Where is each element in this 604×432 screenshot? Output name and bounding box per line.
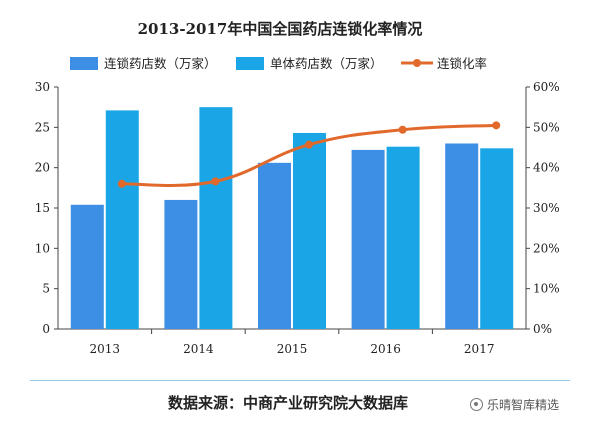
rate-point — [117, 179, 126, 188]
right-tick-label: 50% — [533, 120, 560, 134]
axes: 0 5 10 15 20 25 30 0% 10% 20% 30% 40% 50% 60% 2013 2014… — [35, 80, 560, 356]
left-tick-label: 15 — [35, 201, 50, 215]
bar-independent-stores — [480, 148, 514, 329]
bar-independent-stores — [199, 107, 233, 330]
bar-chain-stores — [258, 162, 291, 329]
right-tick-label: 0% — [533, 322, 552, 336]
x-tick-label: 2015 — [277, 342, 308, 356]
bar-chain-stores — [351, 149, 385, 329]
rate-line — [117, 121, 501, 188]
divider — [30, 380, 570, 381]
rate-point — [305, 140, 313, 149]
legend-label: 单体药店数（万家） — [270, 56, 383, 71]
rate-point — [492, 121, 501, 130]
left-tick-label: 0 — [42, 322, 50, 336]
legend-marker — [413, 59, 421, 67]
left-tick-label: 20 — [35, 161, 50, 175]
bar-chain-stores — [445, 143, 479, 329]
legend-swatch — [70, 57, 98, 70]
rate-point — [398, 125, 407, 134]
bar-independent-stores — [105, 110, 139, 329]
watermark-text: 乐晴智库精选 — [487, 398, 560, 412]
chart-title: 2013-2017年中国全国药店连锁化率情况 — [138, 20, 423, 38]
watermark: 乐晴智库精选 — [470, 396, 559, 413]
legend: 连锁药店数（万家） 单体药店数（万家） 连锁化率 — [70, 56, 487, 71]
bar-chain-stores — [70, 204, 104, 329]
legend-label: 连锁药店数（万家） — [104, 56, 217, 71]
left-tick-label: 10 — [35, 241, 50, 255]
rate-point — [211, 177, 220, 186]
source-note: 数据来源：中商产业研究院大数据库 — [168, 394, 409, 412]
left-tick-label: 5 — [42, 282, 50, 296]
right-tick-label: 10% — [533, 282, 560, 296]
right-tick-label: 60% — [533, 80, 560, 94]
left-tick-label: 25 — [35, 120, 50, 134]
bar-independent-stores — [293, 132, 326, 329]
right-tick-label: 40% — [533, 161, 560, 175]
legend-swatch — [236, 57, 264, 70]
x-tick-label: 2014 — [183, 342, 214, 356]
wechat-icon — [470, 398, 483, 411]
x-tick-label: 2013 — [90, 342, 121, 356]
left-tick-label: 30 — [35, 80, 50, 94]
bar-chain-stores — [164, 199, 198, 329]
right-tick-label: 30% — [533, 201, 560, 215]
right-tick-label: 20% — [533, 241, 560, 255]
legend-label: 连锁化率 — [437, 56, 487, 71]
bars — [70, 107, 514, 330]
x-tick-label: 2016 — [370, 342, 401, 356]
bar-independent-stores — [386, 146, 420, 329]
x-tick-label: 2017 — [464, 342, 495, 356]
